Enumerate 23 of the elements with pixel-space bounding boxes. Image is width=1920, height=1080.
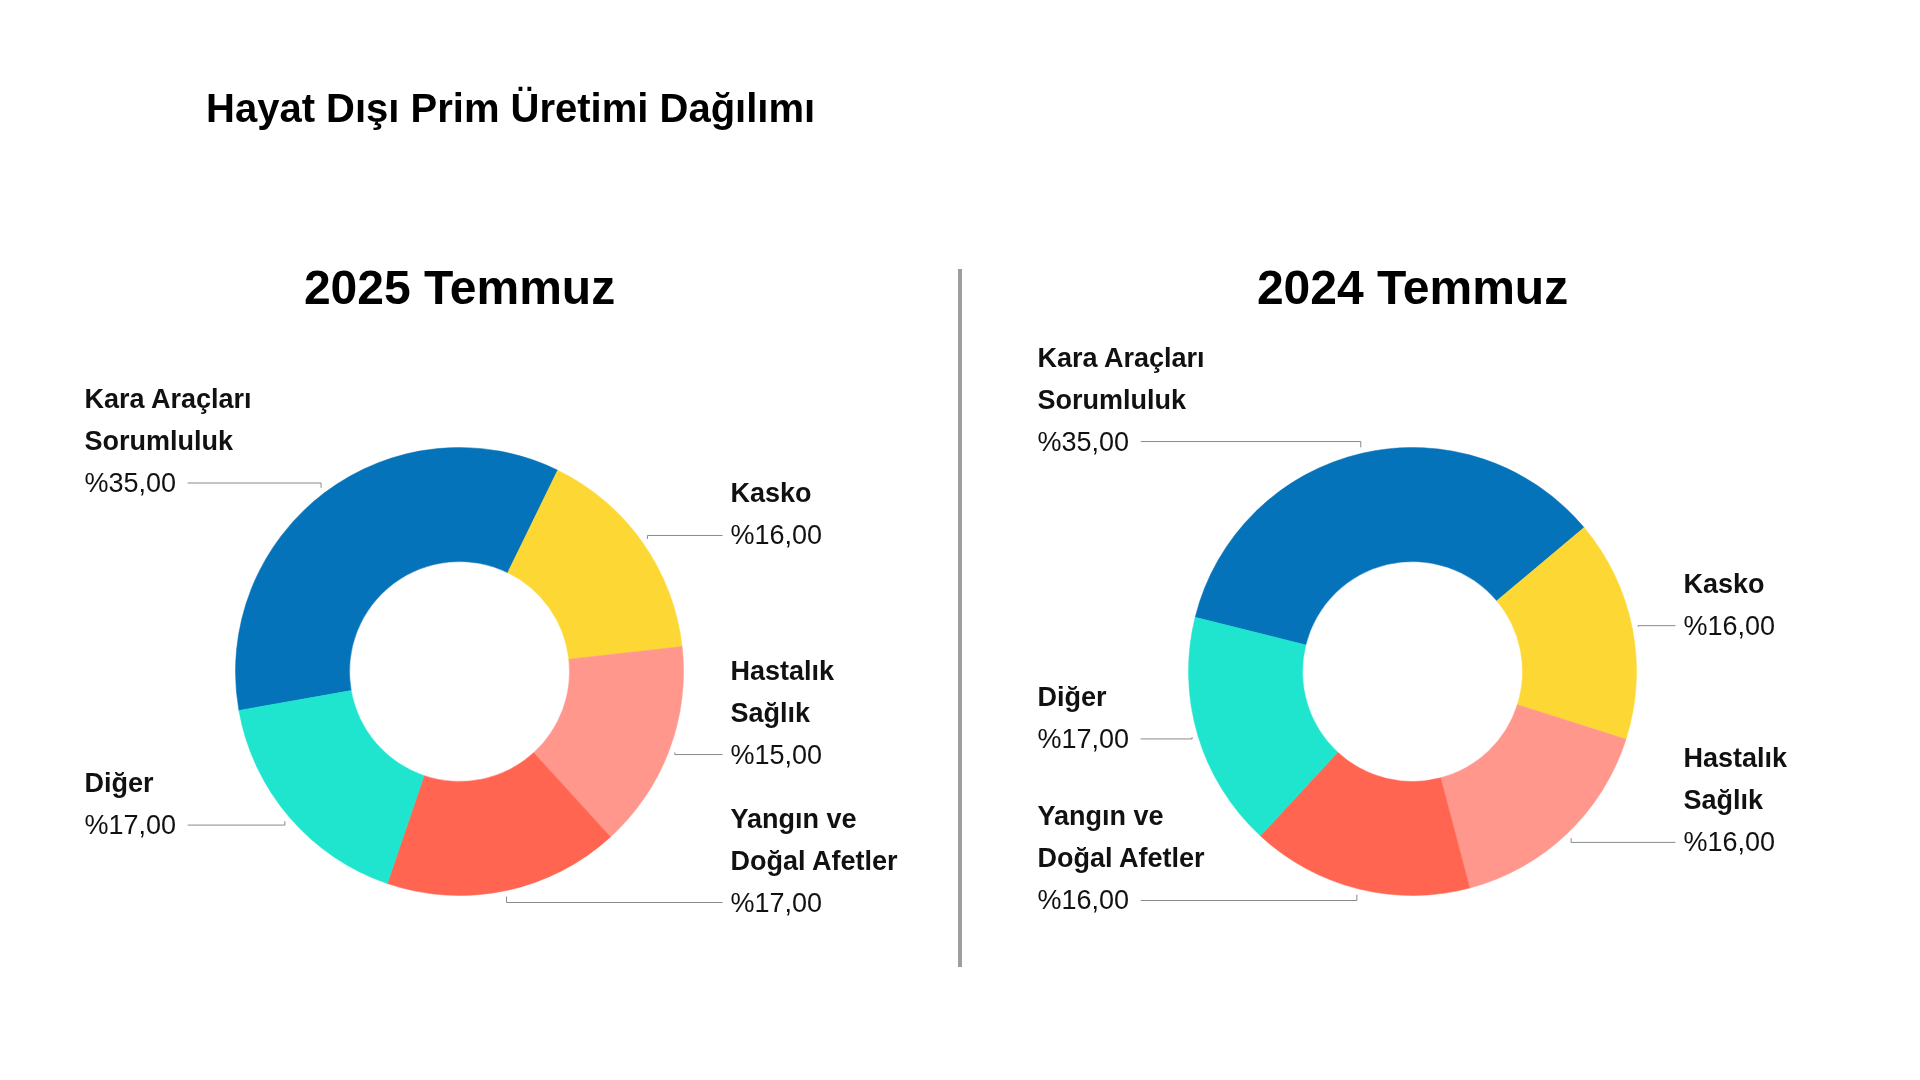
- slice-label: Kara Araçları Sorumluluk: [84, 384, 252, 457]
- chart-title: 2025 Temmuz: [303, 261, 616, 314]
- slice-label: Kara Araçları Sorumluluk: [1037, 342, 1205, 415]
- slice-label: Hastalık Sağlık: [730, 655, 836, 728]
- data-label: %35,00: [1037, 426, 1130, 457]
- chart-title: 2024 Temmuz: [1256, 261, 1569, 314]
- slice-label: Kasko: [730, 478, 812, 509]
- data-label: %16,00: [1037, 885, 1130, 916]
- data-label: %17,00: [1037, 723, 1130, 754]
- slice-label: Yangın ve Doğal Afetler: [730, 803, 899, 876]
- data-label: %15,00: [730, 739, 823, 770]
- data-label: %16,00: [1683, 827, 1776, 858]
- data-label: %17,00: [730, 887, 823, 918]
- slice-label: Kasko: [1683, 568, 1765, 599]
- data-label: %16,00: [1683, 610, 1776, 641]
- slice-label: Hastalık Sağlık: [1683, 743, 1789, 816]
- slice-label: Diğer: [1037, 681, 1108, 712]
- slice-label: Diğer: [84, 768, 155, 799]
- data-label: %35,00: [84, 468, 177, 499]
- text: Hayat Dışı Prim Üretimi Dağılımı: [205, 85, 816, 132]
- data-label: %16,00: [730, 520, 823, 551]
- slice-label: Yangın ve Doğal Afetler: [1037, 801, 1206, 874]
- data-label: %17,00: [84, 810, 177, 841]
